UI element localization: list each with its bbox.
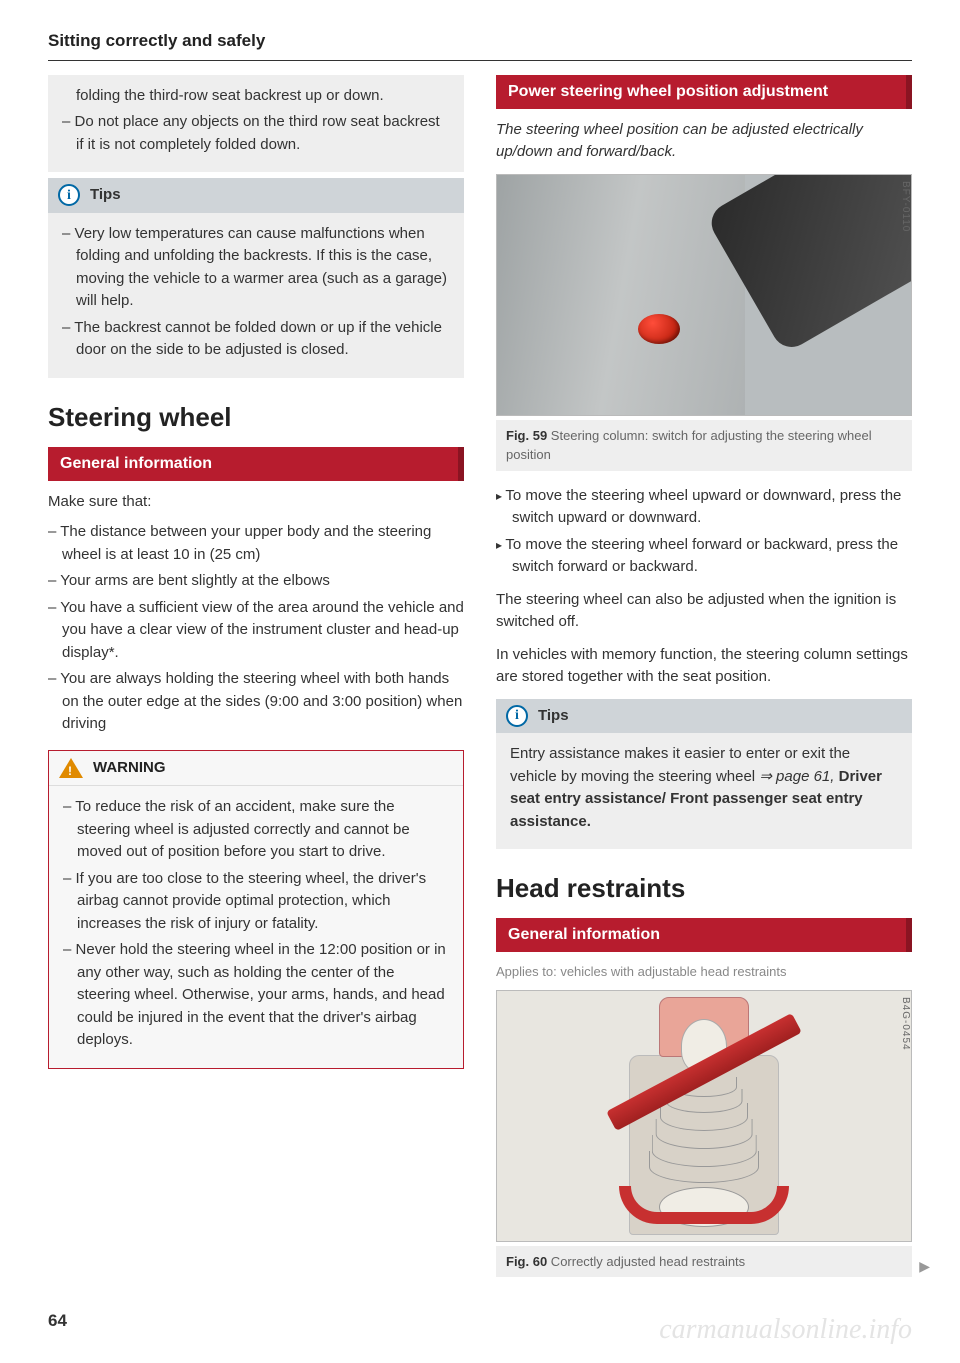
red-band-power-steering: Power steering wheel position adjustment (496, 75, 912, 109)
fig-num: Fig. 60 (506, 1254, 547, 1269)
tip-line: The backrest cannot be folded down or up… (62, 317, 450, 362)
checklist-item: You are always holding the steering whee… (48, 668, 464, 736)
note-line: Do not place any objects on the third ro… (62, 111, 450, 156)
applies-to: Applies to: vehicles with adjustable hea… (496, 962, 912, 982)
warning-box: WARNING To reduce the risk of an acciden… (48, 750, 464, 1069)
tips-header: i Tips (496, 699, 912, 734)
instruction-item: To move the steering wheel upward or dow… (496, 485, 912, 530)
page-number: 64 (48, 1308, 67, 1334)
continue-arrow-icon: ▶ (919, 1256, 930, 1277)
body-text: In vehicles with memory function, the st… (496, 644, 912, 689)
two-column-layout: folding the third-row seat backrest up o… (48, 75, 912, 1292)
info-icon: i (506, 705, 528, 727)
figure-60-caption: Fig. 60 Correctly adjusted head restrain… (496, 1246, 912, 1278)
figure-59-caption: Fig. 59 Steering column: switch for adju… (496, 420, 912, 471)
checklist: The distance between your upper body and… (48, 521, 464, 736)
figure-59-image: BFY-0110 (497, 175, 911, 415)
italic-intro: The steering wheel position can be adjus… (496, 119, 912, 164)
intro-text: Make sure that: (48, 491, 464, 514)
checklist-item: The distance between your upper body and… (48, 521, 464, 566)
left-column: folding the third-row seat backrest up o… (48, 75, 464, 1292)
warning-item: If you are too close to the steering whe… (63, 868, 449, 936)
warning-icon (59, 758, 83, 778)
section-heading-steering-wheel: Steering wheel (48, 398, 464, 437)
continued-note-box: folding the third-row seat backrest up o… (48, 75, 464, 173)
steering-adjust-switch (638, 314, 680, 344)
figure-code: BFY-0110 (898, 181, 911, 232)
section-heading-head-restraints: Head restraints (496, 869, 912, 908)
red-band-general-info: General information (48, 447, 464, 481)
figure-60-image: B4G-0454 (497, 991, 911, 1241)
tips-text: Entry assistance makes it easier to ente… (510, 743, 898, 833)
figure-59: BFY-0110 (496, 174, 912, 416)
warning-item: To reduce the risk of an accident, make … (63, 796, 449, 864)
fig-text: Correctly adjusted head restraints (547, 1254, 745, 1269)
right-column: Power steering wheel position adjustment… (496, 75, 912, 1292)
page-header: Sitting correctly and safely (48, 28, 912, 61)
watermark: carmanualsonline.info (659, 1309, 912, 1351)
page-ref-link[interactable]: ⇒ page 61, (759, 768, 834, 785)
tips-box: Very low temperatures can cause malfunct… (48, 213, 464, 378)
figure-60: B4G-0454 (496, 990, 912, 1242)
checklist-item: Your arms are bent slightly at the elbow… (48, 570, 464, 593)
warning-label: WARNING (93, 757, 166, 780)
tip-line: Very low temperatures can cause malfunct… (62, 223, 450, 313)
tips-label: Tips (90, 184, 121, 207)
note-line: folding the third-row seat backrest up o… (62, 85, 450, 108)
tips-header: i Tips (48, 178, 464, 213)
figure-code: B4G-0454 (898, 997, 911, 1051)
fig-text: Steering column: switch for adjusting th… (506, 428, 872, 463)
checklist-item: You have a sufficient view of the area a… (48, 597, 464, 665)
info-icon: i (58, 184, 80, 206)
fig-num: Fig. 59 (506, 428, 547, 443)
instruction-item: To move the steering wheel forward or ba… (496, 534, 912, 579)
warning-header: WARNING (49, 751, 463, 787)
tips-label: Tips (538, 705, 569, 728)
red-band-general-info-2: General information (496, 918, 912, 952)
warning-item: Never hold the steering wheel in the 12:… (63, 939, 449, 1052)
tips-box: Entry assistance makes it easier to ente… (496, 733, 912, 849)
body-text: The steering wheel can also be adjusted … (496, 589, 912, 634)
